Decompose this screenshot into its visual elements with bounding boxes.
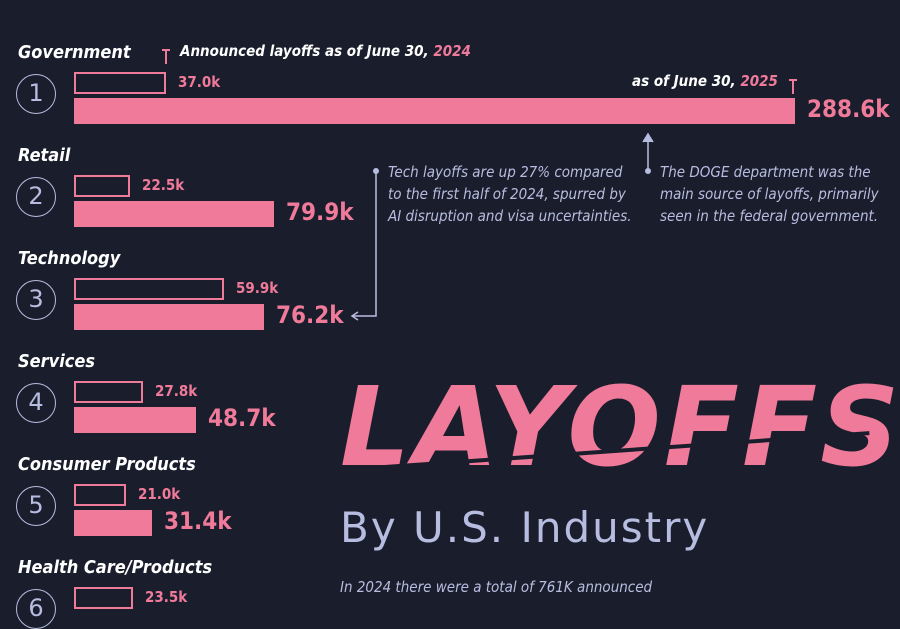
subtitle: By U.S. Industry bbox=[340, 503, 710, 552]
rank-number-3: 3 bbox=[28, 285, 44, 313]
intro-text: In 2024 there were a total of 761K annou… bbox=[340, 578, 653, 596]
category-label-consumer-products: Consumer Products bbox=[18, 454, 196, 475]
rank-number-5: 5 bbox=[28, 491, 44, 519]
rank-number-2: 2 bbox=[28, 182, 44, 210]
legend-2025: as of June 30, 2025 bbox=[632, 72, 778, 90]
bar-2025-technology bbox=[74, 304, 264, 330]
value-2025-retail: 79.9k bbox=[286, 198, 354, 226]
rank-circle-5 bbox=[16, 486, 56, 526]
value-2025-services: 48.7k bbox=[208, 404, 276, 432]
value-2024-government: 37.0k bbox=[178, 73, 221, 91]
category-label-technology: Technology bbox=[18, 248, 121, 269]
bar-2024-health-care-products bbox=[74, 587, 133, 609]
category-label-health-care-products: Health Care/Products bbox=[18, 557, 213, 578]
bar-2024-government bbox=[74, 72, 166, 94]
bar-2024-retail bbox=[74, 175, 130, 197]
bar-2024-technology bbox=[74, 278, 224, 300]
rank-circle-4 bbox=[16, 383, 56, 423]
category-label-government: Government bbox=[18, 42, 131, 63]
value-2024-technology: 59.9k bbox=[236, 279, 279, 297]
rank-circle-2 bbox=[16, 177, 56, 217]
value-2025-consumer-products: 31.4k bbox=[164, 507, 232, 535]
value-2024-retail: 22.5k bbox=[142, 176, 185, 194]
bar-2024-services bbox=[74, 381, 143, 403]
bar-2024-consumer-products bbox=[74, 484, 126, 506]
rank-number-1: 1 bbox=[28, 79, 44, 107]
bar-2025-retail bbox=[74, 201, 274, 227]
bar-2025-consumer-products bbox=[74, 510, 152, 536]
category-label-services: Services bbox=[18, 351, 95, 372]
bar-2025-government bbox=[74, 98, 795, 124]
rank-circle-1 bbox=[16, 74, 56, 114]
rank-circle-3 bbox=[16, 280, 56, 320]
value-2024-services: 27.8k bbox=[155, 382, 198, 400]
tech-annotation: Tech layoffs are up 27% compared to the … bbox=[388, 163, 632, 225]
bar-2025-services bbox=[74, 407, 196, 433]
value-2025-government: 288.6k bbox=[807, 95, 890, 123]
category-label-retail: Retail bbox=[18, 145, 71, 166]
value-2024-health-care-products: 23.5k bbox=[145, 588, 188, 606]
value-2024-consumer-products: 21.0k bbox=[138, 485, 181, 503]
doge-annotation: The DOGE department was the main source … bbox=[660, 163, 879, 225]
legend-markers bbox=[162, 49, 797, 321]
layoffs-chart: Announced layoffs as of June 30, 2024 as… bbox=[16, 42, 899, 629]
value-2025-technology: 76.2k bbox=[276, 301, 344, 329]
rank-number-4: 4 bbox=[28, 388, 44, 416]
legend-2024: Announced layoffs as of June 30, 2024 bbox=[180, 42, 471, 60]
rank-number-6: 6 bbox=[28, 594, 44, 622]
